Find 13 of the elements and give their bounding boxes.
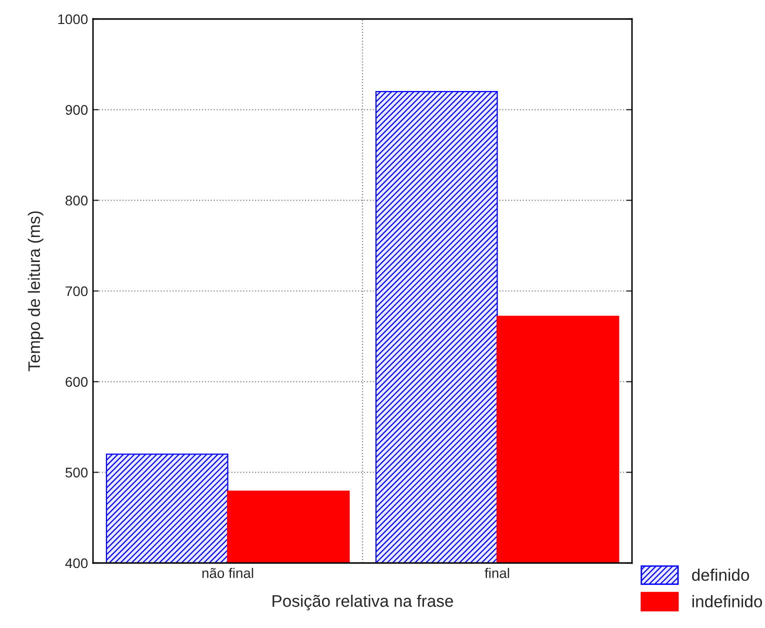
- y-tick-label: 400: [65, 558, 88, 568]
- y-tick-label: 600: [66, 377, 88, 387]
- legend-label: definido: [692, 568, 750, 581]
- y-tick-label: 700: [66, 286, 88, 296]
- y-axis-title: Tempo de leitura (ms): [28, 211, 44, 372]
- x-tick-label: final: [484, 568, 510, 578]
- legend-label: indefinido: [692, 595, 762, 608]
- y-tick-label: 500: [66, 468, 88, 478]
- x-tick-label: não final: [202, 568, 254, 578]
- y-tick-label: 800: [66, 196, 88, 206]
- y-tick-label: 1000: [58, 14, 88, 24]
- y-tick-label: 900: [66, 105, 88, 115]
- x-axis-title: Posição relativa na frase: [272, 594, 454, 610]
